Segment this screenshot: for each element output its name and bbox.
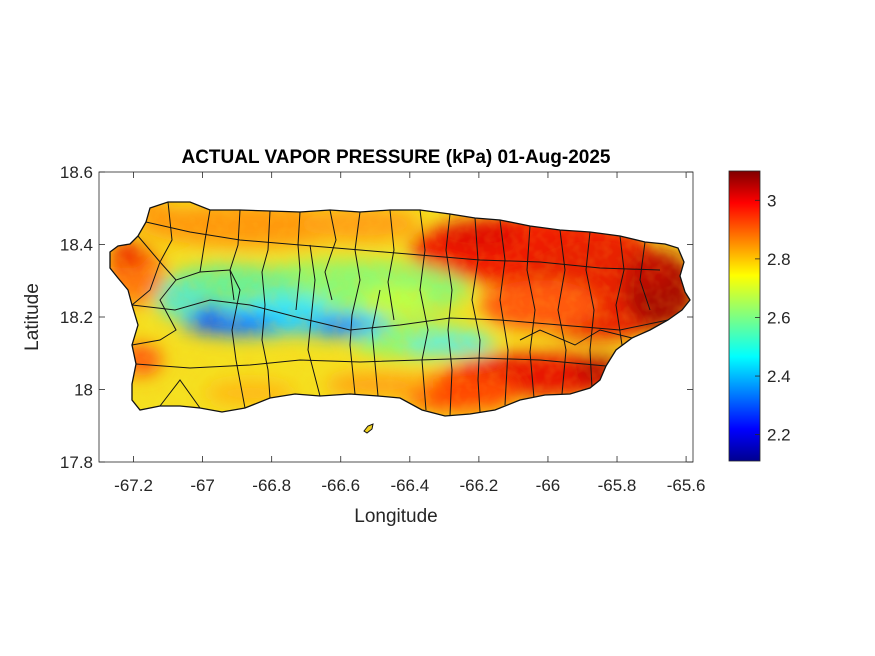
x-axis-label: Longitude: [354, 506, 437, 527]
y-axis-label: Latitude: [22, 283, 43, 351]
x-tick-label: -65.8: [598, 476, 637, 495]
colorbar-tick-label: 2.8: [767, 250, 791, 269]
colorbar-tick-label: 3: [767, 191, 776, 210]
x-tick-label: -67.2: [114, 476, 153, 495]
x-tick-label: -67: [190, 476, 215, 495]
offshore-islet: [363, 423, 374, 434]
x-tick-label: -65.6: [667, 476, 706, 495]
x-tick-label: -66: [536, 476, 561, 495]
municipal-boundaries: [131, 202, 669, 416]
y-tick-label: 18.2: [60, 308, 93, 327]
x-tick-label: -66.8: [252, 476, 291, 495]
chart-title: ACTUAL VAPOR PRESSURE (kPa) 01-Aug-2025: [181, 147, 610, 168]
colorbar-gradient: [728, 170, 761, 462]
colorbar-tick-label: 2.4: [767, 367, 791, 386]
colorbar: 2.2 2.4 2.6 2.8 3: [728, 170, 791, 462]
x-tick-label: -66.6: [321, 476, 360, 495]
x-tick-label: -66.4: [390, 476, 429, 495]
y-tick-label: 18.6: [60, 163, 93, 182]
colorbar-tick-label: 2.2: [767, 426, 791, 445]
colorbar-tick-label: 2.6: [767, 308, 791, 327]
y-axis: 17.8 18 18.2 18.4 18.6: [60, 163, 693, 472]
x-axis: -67.2 -67 -66.8 -66.6 -66.4 -66.2 -66 -65.8 -65.…: [114, 172, 705, 495]
y-tick-label: 18.4: [60, 236, 93, 255]
y-tick-label: 18: [74, 381, 93, 400]
x-tick-label: -66.2: [460, 476, 499, 495]
y-tick-label: 17.8: [60, 453, 93, 472]
